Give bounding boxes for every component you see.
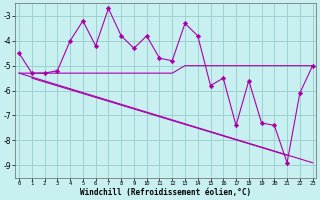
X-axis label: Windchill (Refroidissement éolien,°C): Windchill (Refroidissement éolien,°C) [80, 188, 252, 197]
